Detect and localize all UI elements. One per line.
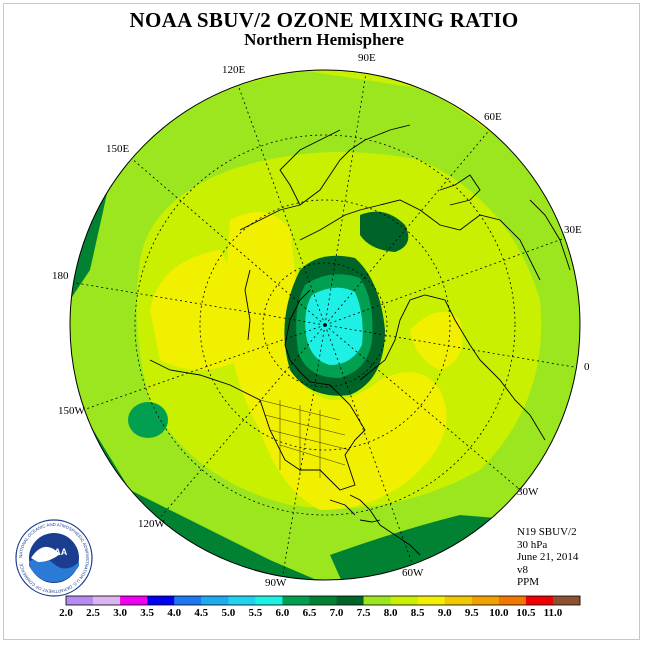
colorbar-swatch — [309, 596, 337, 605]
label-90w: 90W — [265, 577, 287, 589]
label-180: 180 — [52, 270, 69, 282]
colorbar-tick-label: 7.5 — [356, 607, 371, 619]
colorbar-tick-label: 6.0 — [275, 607, 290, 619]
colorbar-tick-label: 2.0 — [59, 607, 73, 619]
colorbar-swatch — [120, 596, 148, 605]
field-yellow-east — [410, 312, 463, 370]
ozone-field — [70, 70, 580, 580]
colorbar-tick-label: 11.0 — [543, 607, 563, 619]
colorbar-swatch — [525, 596, 554, 605]
label-60w: 60W — [402, 567, 424, 579]
colorbar-swatch — [93, 596, 121, 605]
label-150w: 150W — [58, 405, 86, 417]
colorbar-tick-label: 4.0 — [167, 607, 182, 619]
field-siberia-dark — [360, 211, 409, 252]
field-yellow-west — [150, 250, 243, 370]
colorbar-swatch — [471, 596, 500, 605]
colorbar-tick-label: 3.0 — [113, 607, 127, 619]
longitude-labels: 90E 60E 30E 0 30W 60W 90W 120W 150W 180 … — [52, 52, 590, 589]
field-dark-nw — [70, 90, 170, 300]
colorbar-border — [65, 595, 581, 606]
colorbar-tick-label: 2.5 — [86, 607, 100, 619]
colorbar-swatch — [363, 596, 391, 605]
colorbar — [65, 595, 581, 606]
colorbar-swatch — [255, 596, 283, 605]
colorbar-swatch — [147, 596, 175, 605]
latitude-circles — [134, 134, 516, 516]
label-120e: 120E — [222, 64, 246, 76]
colorbar-swatch — [552, 596, 581, 605]
colorbar-tick-label: 4.5 — [194, 607, 209, 619]
colorbar-swatch — [417, 596, 446, 605]
colorbar-swatch — [201, 596, 229, 605]
map-boundary — [69, 69, 581, 581]
colorbar-tick-label: 9.0 — [437, 607, 452, 619]
label-30e: 30E — [564, 224, 582, 236]
colorbar-tick-label: 5.5 — [248, 607, 263, 619]
field-polar-cyan — [305, 287, 363, 365]
label-0: 0 — [584, 361, 590, 373]
colorbar-tick-label: 10.0 — [489, 607, 509, 619]
colorbar-tick-label: 8.5 — [410, 607, 425, 619]
label-60e: 60E — [484, 111, 502, 123]
colorbar-tick-label: 7.0 — [329, 607, 344, 619]
noaa-logo: NATIONAL OCEANIC AND ATMOSPHERIC ADMINIS… — [15, 519, 93, 597]
chart-subtitle: Northern Hemisphere — [244, 30, 404, 49]
field-mid-patch — [128, 402, 168, 438]
colorbar-swatch — [390, 596, 418, 605]
field-green-belt — [70, 70, 580, 580]
colorbar-tick-label: 3.5 — [140, 607, 155, 619]
coastlines — [149, 124, 571, 556]
colorbar-swatch — [66, 596, 94, 605]
meridians — [70, 70, 580, 580]
colorbar-swatch — [174, 596, 202, 605]
field-yellow-main — [225, 212, 447, 510]
logo-text: NOAA — [41, 547, 68, 557]
info-box: N19 SBUV/2 30 hPa June 21, 2014 v8 PPM — [517, 526, 578, 589]
colorbar-tick-label: 10.5 — [516, 607, 536, 619]
colorbar-swatch — [444, 596, 473, 605]
colorbar-swatch — [336, 596, 364, 605]
image-frame — [3, 3, 640, 640]
colorbar-tick-label: 8.0 — [383, 607, 398, 619]
info-units: PPM — [517, 576, 540, 588]
colorbar-swatch — [282, 596, 310, 605]
label-150e: 150E — [106, 143, 130, 155]
chart-title: NOAA SBUV/2 OZONE MIXING RATIO — [129, 8, 519, 32]
label-30w: 30W — [517, 486, 539, 498]
info-level: 30 hPa — [517, 538, 548, 551]
info-version: v8 — [517, 563, 528, 576]
info-satellite: N19 SBUV/2 — [517, 526, 577, 538]
info-date: June 21, 2014 — [517, 551, 579, 563]
political-grid — [259, 399, 351, 478]
colorbar-swatch — [228, 596, 256, 605]
label-120w: 120W — [138, 518, 166, 530]
label-90e: 90E — [358, 52, 376, 64]
colorbar-tick-label: 6.5 — [302, 607, 317, 619]
colorbar-tick-label: 5.0 — [221, 607, 236, 619]
colorbar-tick-label: 9.5 — [464, 607, 479, 619]
colorbar-swatch — [498, 596, 527, 605]
